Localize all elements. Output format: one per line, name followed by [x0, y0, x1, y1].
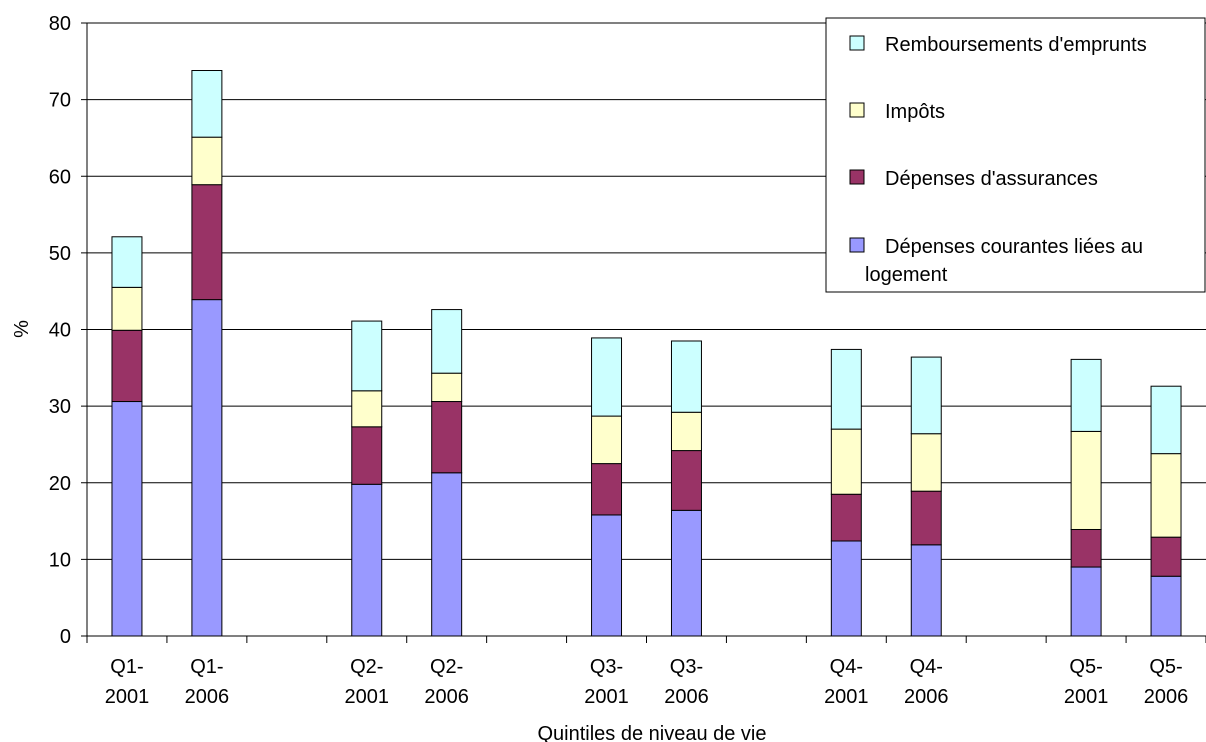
legend-label: Remboursements d'emprunts [885, 34, 1147, 56]
bar-segment-series3-cat6 [591, 337, 623, 417]
x-category-label: Q3- [670, 656, 703, 678]
bar-segment-series2-cat9 [830, 428, 862, 495]
legend-swatch [849, 169, 865, 185]
legend-swatch [849, 35, 865, 51]
y-tick-label: 10 [49, 549, 71, 571]
bar-segment-series2-cat12 [1070, 430, 1102, 530]
legend-swatch [849, 237, 865, 253]
x-category-label: Q4- [910, 656, 943, 678]
legend-swatch [849, 102, 865, 118]
bar-segment-series2-cat4 [431, 372, 463, 403]
x-category-label: 2006 [904, 686, 949, 708]
bar-segment-series1-cat4 [431, 401, 463, 474]
bar-segment-series0-cat0 [111, 401, 143, 637]
y-axis-title: % [11, 320, 33, 338]
bar-segment-series3-cat0 [111, 236, 143, 288]
x-category-label: 2006 [664, 686, 709, 708]
legend-label: Impôts [885, 101, 945, 123]
bar-segment-series1-cat12 [1070, 528, 1102, 568]
bar-segment-series2-cat7 [670, 411, 702, 452]
legend: Remboursements d'emprunts Impôts Dépenses … [825, 17, 1206, 293]
y-tick-label: 40 [49, 320, 71, 342]
bar-segment-series2-cat13 [1150, 453, 1182, 538]
bar-segment-series0-cat12 [1070, 566, 1102, 637]
bar-segment-series0-cat1 [191, 299, 223, 637]
bar-segment-series0-cat7 [670, 509, 702, 637]
y-tick-labels: 0 10 20 30 40 50 60 70 80 [49, 13, 71, 648]
y-tick-label: 30 [49, 396, 71, 418]
x-category-labels: Q1- 2001 Q1- 2006 Q2- 2001 Q2- 2006 Q3- 2001 Q3- 20… [105, 656, 1189, 708]
x-category-label: Q1- [110, 656, 143, 678]
bar-segment-series3-cat1 [191, 70, 223, 138]
bar-segment-series1-cat6 [591, 463, 623, 516]
bar-segment-series0-cat3 [351, 483, 383, 637]
bar-segment-series3-cat4 [431, 309, 463, 374]
bar-segment-series1-cat10 [910, 490, 942, 546]
x-category-label: Q2- [350, 656, 383, 678]
bar-segment-series2-cat0 [111, 286, 143, 331]
legend-box [825, 17, 1206, 293]
y-tick-label: 80 [49, 13, 71, 35]
bar-segment-series2-cat3 [351, 390, 383, 428]
bar-segment-series3-cat13 [1150, 385, 1182, 455]
gridlines [87, 22, 1206, 560]
bar-segment-series1-cat9 [830, 493, 862, 542]
x-category-label: 2006 [185, 686, 230, 708]
x-category-label: 2006 [1144, 686, 1189, 708]
bar-segment-series1-cat0 [111, 329, 143, 403]
axes [81, 22, 1206, 643]
x-category-label: 2001 [1064, 686, 1109, 708]
bar-segment-series3-cat9 [830, 348, 862, 430]
bar-segment-series1-cat13 [1150, 536, 1182, 577]
bar-segment-series3-cat12 [1070, 358, 1102, 432]
bar-segment-series2-cat6 [591, 415, 623, 465]
bar-segment-series2-cat1 [191, 136, 223, 186]
x-axis-title: Quintiles de niveau de vie [537, 723, 766, 742]
y-tick-label: 70 [49, 90, 71, 112]
bar-segment-series0-cat13 [1150, 575, 1182, 637]
y-tick-label: 0 [60, 626, 71, 648]
x-category-label: 2006 [424, 686, 469, 708]
x-category-label: 2001 [824, 686, 869, 708]
bar-segment-series0-cat6 [591, 514, 623, 637]
y-tick-label: 60 [49, 166, 71, 188]
bar-segment-series3-cat7 [670, 340, 702, 413]
bar-segment-series0-cat9 [830, 540, 862, 637]
bar-segment-series1-cat3 [351, 426, 383, 485]
bar-segment-series1-cat7 [670, 450, 702, 511]
legend-label: Dépenses courantes liées au [885, 236, 1143, 258]
x-category-label: 2001 [345, 686, 390, 708]
x-category-label: 2001 [584, 686, 629, 708]
bar-segment-series3-cat10 [910, 356, 942, 435]
legend-label: logement [865, 264, 948, 286]
x-category-label: Q3- [590, 656, 623, 678]
y-tick-label: 20 [49, 473, 71, 495]
bar-segment-series2-cat10 [910, 433, 942, 492]
x-category-label: 2001 [105, 686, 150, 708]
x-category-label: Q1- [190, 656, 223, 678]
x-category-label: Q2- [430, 656, 463, 678]
x-category-label: Q5- [1149, 656, 1182, 678]
y-tick-label: 50 [49, 243, 71, 265]
bars-area [111, 70, 1182, 637]
x-category-label: Q4- [830, 656, 863, 678]
bar-segment-series0-cat4 [431, 472, 463, 637]
bar-segment-series3-cat3 [351, 320, 383, 392]
legend-label: Dépenses d'assurances [885, 168, 1098, 190]
bar-segment-series0-cat10 [910, 544, 942, 637]
bar-segment-series1-cat1 [191, 184, 223, 301]
x-category-label: Q5- [1069, 656, 1102, 678]
